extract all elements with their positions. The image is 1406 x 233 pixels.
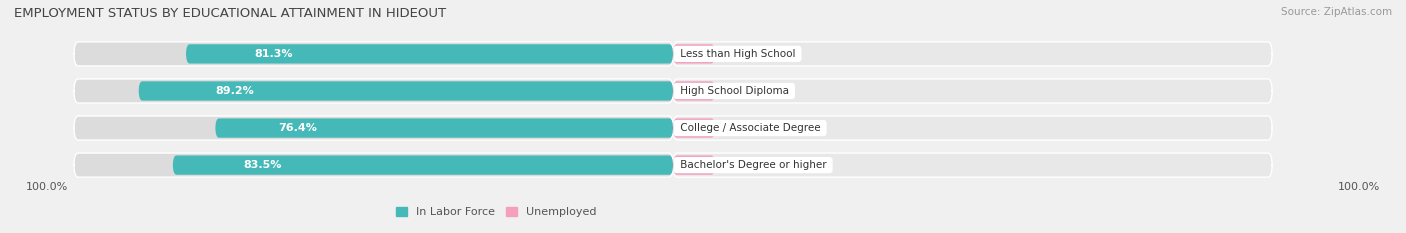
FancyBboxPatch shape [75,79,673,103]
FancyBboxPatch shape [215,118,673,138]
FancyBboxPatch shape [186,44,673,64]
Text: 81.3%: 81.3% [254,49,292,59]
FancyBboxPatch shape [75,42,673,66]
Text: Source: ZipAtlas.com: Source: ZipAtlas.com [1281,7,1392,17]
Text: High School Diploma: High School Diploma [676,86,792,96]
FancyBboxPatch shape [673,42,1272,66]
Text: Bachelor's Degree or higher: Bachelor's Degree or higher [676,160,830,170]
FancyBboxPatch shape [673,118,716,138]
Text: 0.0%: 0.0% [727,160,755,170]
FancyBboxPatch shape [673,79,1272,103]
Text: College / Associate Degree: College / Associate Degree [676,123,824,133]
FancyBboxPatch shape [139,81,673,101]
Text: 89.2%: 89.2% [215,86,254,96]
Text: 100.0%: 100.0% [27,182,69,192]
FancyBboxPatch shape [673,153,1272,177]
FancyBboxPatch shape [673,44,716,64]
Text: EMPLOYMENT STATUS BY EDUCATIONAL ATTAINMENT IN HIDEOUT: EMPLOYMENT STATUS BY EDUCATIONAL ATTAINM… [14,7,446,20]
FancyBboxPatch shape [673,155,716,175]
Text: 100.0%: 100.0% [1337,182,1379,192]
Text: 0.0%: 0.0% [727,123,755,133]
FancyBboxPatch shape [673,81,716,101]
Legend: In Labor Force, Unemployed: In Labor Force, Unemployed [391,202,602,221]
Text: Less than High School: Less than High School [676,49,799,59]
Text: 83.5%: 83.5% [243,160,283,170]
Text: 0.0%: 0.0% [727,86,755,96]
FancyBboxPatch shape [673,116,1272,140]
Text: 0.0%: 0.0% [727,49,755,59]
Text: 76.4%: 76.4% [278,123,318,133]
FancyBboxPatch shape [173,155,673,175]
FancyBboxPatch shape [75,116,673,140]
FancyBboxPatch shape [75,153,673,177]
